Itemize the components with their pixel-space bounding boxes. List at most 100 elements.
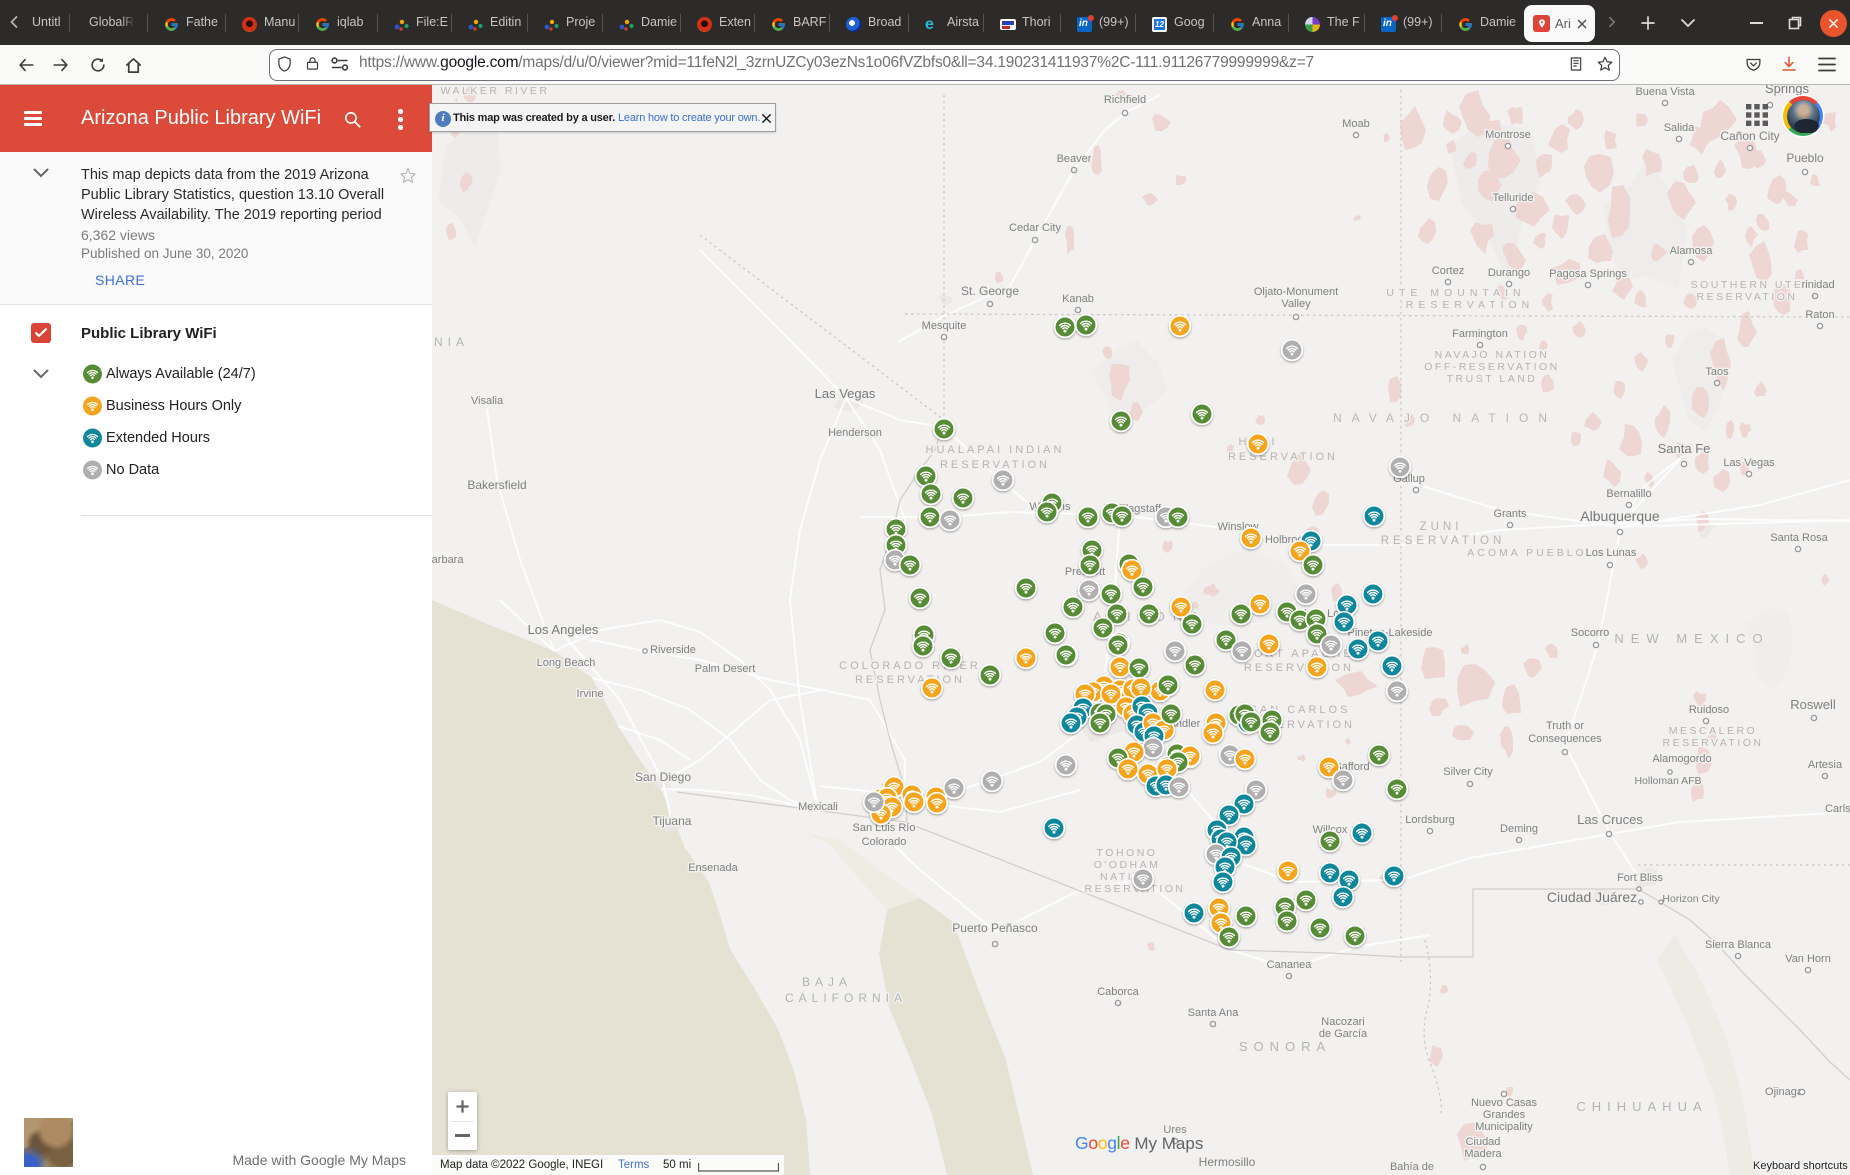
svg-text:Ojinaga: Ojinaga — [1765, 1086, 1804, 1098]
svg-text:RESERVATION: RESERVATION — [1381, 535, 1506, 547]
svg-text:SONORA: SONORA — [1239, 1039, 1331, 1054]
svg-text:RESERVATION: RESERVATION — [1244, 662, 1354, 674]
svg-text:Visalia: Visalia — [471, 395, 504, 407]
svg-text:Fort Bliss: Fort Bliss — [1617, 872, 1663, 884]
svg-text:O'ODHAM: O'ODHAM — [1094, 859, 1161, 871]
svg-text:Truth or: Truth or — [1546, 720, 1584, 732]
svg-text:Santa Ana: Santa Ana — [1188, 1007, 1240, 1019]
svg-text:Sierra Blanca: Sierra Blanca — [1705, 939, 1772, 951]
svg-text:Farmington: Farmington — [1452, 328, 1508, 340]
svg-text:CALIFORNIA: CALIFORNIA — [785, 991, 907, 1005]
svg-text:Ciudad: Ciudad — [1466, 1136, 1501, 1148]
svg-text:Cedar City: Cedar City — [1009, 222, 1061, 234]
svg-text:Municipality: Municipality — [1475, 1121, 1533, 1133]
svg-text:Holloman AFB: Holloman AFB — [1634, 775, 1701, 787]
svg-text:Salida: Salida — [1664, 122, 1695, 134]
svg-text:Consequences: Consequences — [1528, 733, 1602, 745]
svg-text:CALIFORNIA: CALIFORNIA — [432, 335, 469, 349]
svg-text:Mexicali: Mexicali — [798, 801, 838, 813]
svg-text:Durango: Durango — [1488, 267, 1530, 279]
svg-text:Colorado: Colorado — [862, 836, 907, 848]
svg-text:Beaver: Beaver — [1057, 153, 1092, 165]
svg-text:Van Horn: Van Horn — [1785, 953, 1831, 965]
svg-text:Bahía de: Bahía de — [1390, 1161, 1434, 1173]
svg-text:Hermosillo: Hermosillo — [1199, 1155, 1256, 1169]
svg-text:Santa Barbara: Santa Barbara — [432, 554, 464, 566]
svg-text:RESERVATION: RESERVATION — [1662, 737, 1763, 749]
svg-text:Irvine: Irvine — [577, 688, 604, 700]
svg-text:Raton: Raton — [1805, 309, 1834, 321]
svg-text:Valley: Valley — [1281, 298, 1311, 310]
svg-text:Lordsburg: Lordsburg — [1405, 814, 1455, 826]
svg-text:Ruidoso: Ruidoso — [1689, 704, 1729, 716]
svg-text:Kanab: Kanab — [1062, 293, 1094, 305]
svg-text:Silver City: Silver City — [1443, 766, 1493, 778]
svg-text:Springs: Springs — [1765, 85, 1810, 96]
svg-text:Nacozari: Nacozari — [1321, 1016, 1364, 1028]
svg-text:Cortez: Cortez — [1432, 265, 1464, 277]
svg-text:RESERVATION: RESERVATION — [1406, 299, 1535, 311]
svg-text:NEW MEXICO: NEW MEXICO — [1614, 631, 1769, 646]
svg-text:Long Beach: Long Beach — [537, 657, 596, 669]
svg-text:SOUTHERN UTE: SOUTHERN UTE — [1691, 279, 1804, 291]
svg-text:Moab: Moab — [1342, 118, 1370, 130]
svg-text:Tijuana: Tijuana — [653, 814, 692, 828]
svg-text:Artesia: Artesia — [1808, 759, 1843, 771]
svg-text:Santa Fe: Santa Fe — [1658, 441, 1711, 456]
svg-text:ZUNI: ZUNI — [1420, 521, 1463, 533]
svg-text:Las Vegas: Las Vegas — [815, 386, 876, 401]
svg-text:Bakersfield: Bakersfield — [467, 478, 526, 492]
svg-text:San Luis Río: San Luis Río — [853, 822, 916, 834]
svg-text:Pueblo: Pueblo — [1786, 151, 1824, 165]
svg-text:Albuquerque: Albuquerque — [1580, 508, 1660, 524]
svg-text:Pagosa Springs: Pagosa Springs — [1549, 268, 1627, 280]
svg-text:Carlsbad: Carlsbad — [1825, 803, 1850, 815]
svg-text:RESERVATION: RESERVATION — [940, 459, 1050, 471]
svg-text:TRUST LAND: TRUST LAND — [1447, 373, 1538, 385]
svg-text:Buena Vista: Buena Vista — [1635, 86, 1695, 98]
svg-text:Santa Rosa: Santa Rosa — [1770, 532, 1828, 544]
svg-text:RESERVATION: RESERVATION — [1696, 291, 1797, 303]
svg-text:TOHONO: TOHONO — [1097, 847, 1158, 859]
svg-text:Roswell: Roswell — [1790, 697, 1836, 712]
svg-text:Telluride: Telluride — [1493, 192, 1534, 204]
svg-text:Richfield: Richfield — [1104, 94, 1146, 106]
svg-text:Puerto Peñasco: Puerto Peñasco — [952, 921, 1038, 935]
svg-text:Alamosa: Alamosa — [1670, 245, 1714, 257]
svg-text:Montrose: Montrose — [1485, 129, 1531, 141]
svg-text:Henderson: Henderson — [828, 427, 882, 439]
svg-text:RESERVATION: RESERVATION — [1084, 883, 1185, 895]
svg-text:Mesquite: Mesquite — [922, 320, 967, 332]
svg-text:Oljato-Monument: Oljato-Monument — [1254, 286, 1338, 298]
svg-text:Grandes: Grandes — [1483, 1109, 1526, 1121]
svg-text:UTE MOUNTAIN: UTE MOUNTAIN — [1386, 287, 1525, 299]
svg-text:NAVAJO NATION: NAVAJO NATION — [1333, 411, 1557, 425]
svg-text:St. George: St. George — [961, 284, 1019, 298]
svg-text:MESCALERO: MESCALERO — [1669, 725, 1757, 737]
svg-text:RESERVATION: RESERVATION — [1228, 451, 1338, 463]
svg-text:CHIHUAHUA: CHIHUAHUA — [1576, 1099, 1707, 1114]
svg-text:Deming: Deming — [1500, 823, 1538, 835]
svg-text:San Diego: San Diego — [635, 770, 691, 784]
svg-text:Los Angeles: Los Angeles — [528, 622, 599, 637]
svg-text:Riverside: Riverside — [650, 644, 696, 656]
svg-text:Trinidad: Trinidad — [1795, 279, 1834, 291]
svg-text:BAJA: BAJA — [802, 975, 852, 989]
svg-text:HUALAPAI INDIAN: HUALAPAI INDIAN — [926, 444, 1065, 456]
svg-text:Las Vegas: Las Vegas — [1723, 457, 1775, 469]
svg-text:ACOMA PUEBLO: ACOMA PUEBLO — [1467, 547, 1586, 559]
svg-text:Ures: Ures — [1163, 1124, 1187, 1136]
svg-text:NAVAJO NATION: NAVAJO NATION — [1435, 349, 1550, 361]
svg-text:Horizon City: Horizon City — [1662, 893, 1720, 905]
svg-text:WALKER RIVER: WALKER RIVER — [441, 85, 550, 97]
svg-text:Bernalillo: Bernalillo — [1606, 488, 1651, 500]
svg-text:Las Cruces: Las Cruces — [1577, 812, 1643, 827]
svg-text:Madera: Madera — [1464, 1148, 1502, 1160]
svg-text:Nuevo Casas: Nuevo Casas — [1471, 1097, 1538, 1109]
svg-text:OFF-RESERVATION: OFF-RESERVATION — [1424, 361, 1560, 373]
svg-text:Taos: Taos — [1705, 366, 1729, 378]
svg-text:Cañon City: Cañon City — [1720, 129, 1779, 143]
svg-text:Alamogordo: Alamogordo — [1652, 753, 1711, 765]
svg-text:Grants: Grants — [1493, 508, 1527, 520]
svg-text:Pinetop-Lakeside: Pinetop-Lakeside — [1347, 627, 1432, 639]
